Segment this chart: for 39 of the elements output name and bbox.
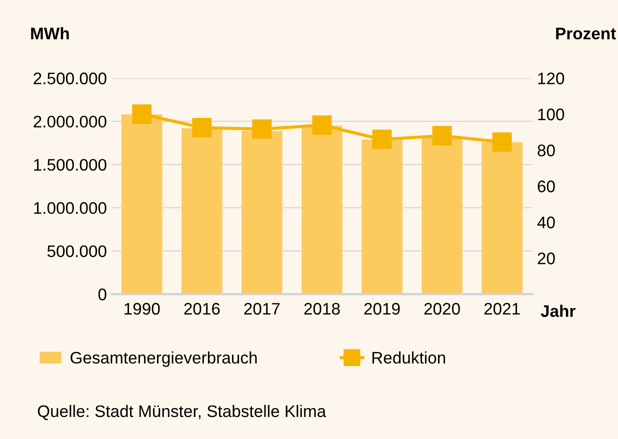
x-tick-label: 1990 — [124, 302, 160, 315]
y-tick-label: 1.000.000 — [34, 202, 106, 214]
source-note: Quelle: Stadt Münster, Stabstelle Klima — [38, 404, 326, 420]
bar — [242, 130, 282, 294]
bar — [362, 139, 402, 294]
point — [372, 130, 392, 150]
bar — [422, 136, 462, 294]
bar — [121, 114, 162, 294]
bar — [482, 142, 522, 294]
x-tick-label: 2016 — [184, 302, 220, 315]
y2-tick-label: 60 — [538, 180, 555, 192]
y-tick-label: 2.500.000 — [34, 72, 106, 84]
bar — [182, 128, 222, 294]
x-tick-label: 2019 — [364, 302, 400, 315]
y2-tick-label: 80 — [538, 144, 555, 156]
y2-tick-label: 40 — [537, 216, 555, 228]
x-axis-title: Jahr — [540, 304, 576, 317]
point — [432, 126, 452, 146]
x-tick-label: 2017 — [244, 302, 280, 315]
x-tick-label: 2021 — [484, 302, 520, 315]
x-tick-label: 2018 — [304, 302, 340, 315]
point — [192, 118, 212, 138]
y-tick-label: 1.500.000 — [34, 158, 106, 171]
y2-tick-label: 100 — [538, 108, 564, 120]
y2-tick-label: 120 — [538, 72, 564, 84]
y-tick-label: 2.000.000 — [34, 116, 106, 128]
legend-label: Reduktion — [372, 351, 446, 364]
y-tick-label: 0 — [98, 288, 106, 300]
legend-label: Gesamtenergieverbrauch — [70, 351, 257, 367]
y2-axis-title: Prozent — [556, 28, 616, 40]
point — [492, 132, 512, 152]
point — [132, 104, 152, 124]
point — [312, 115, 332, 135]
y2-tick-label: 20 — [538, 252, 555, 264]
y-axis-title: MWh — [31, 27, 69, 40]
point — [252, 119, 272, 139]
x-tick-label: 2020 — [424, 302, 460, 315]
bar — [302, 126, 342, 294]
y-tick-label: 500.000 — [47, 245, 106, 258]
